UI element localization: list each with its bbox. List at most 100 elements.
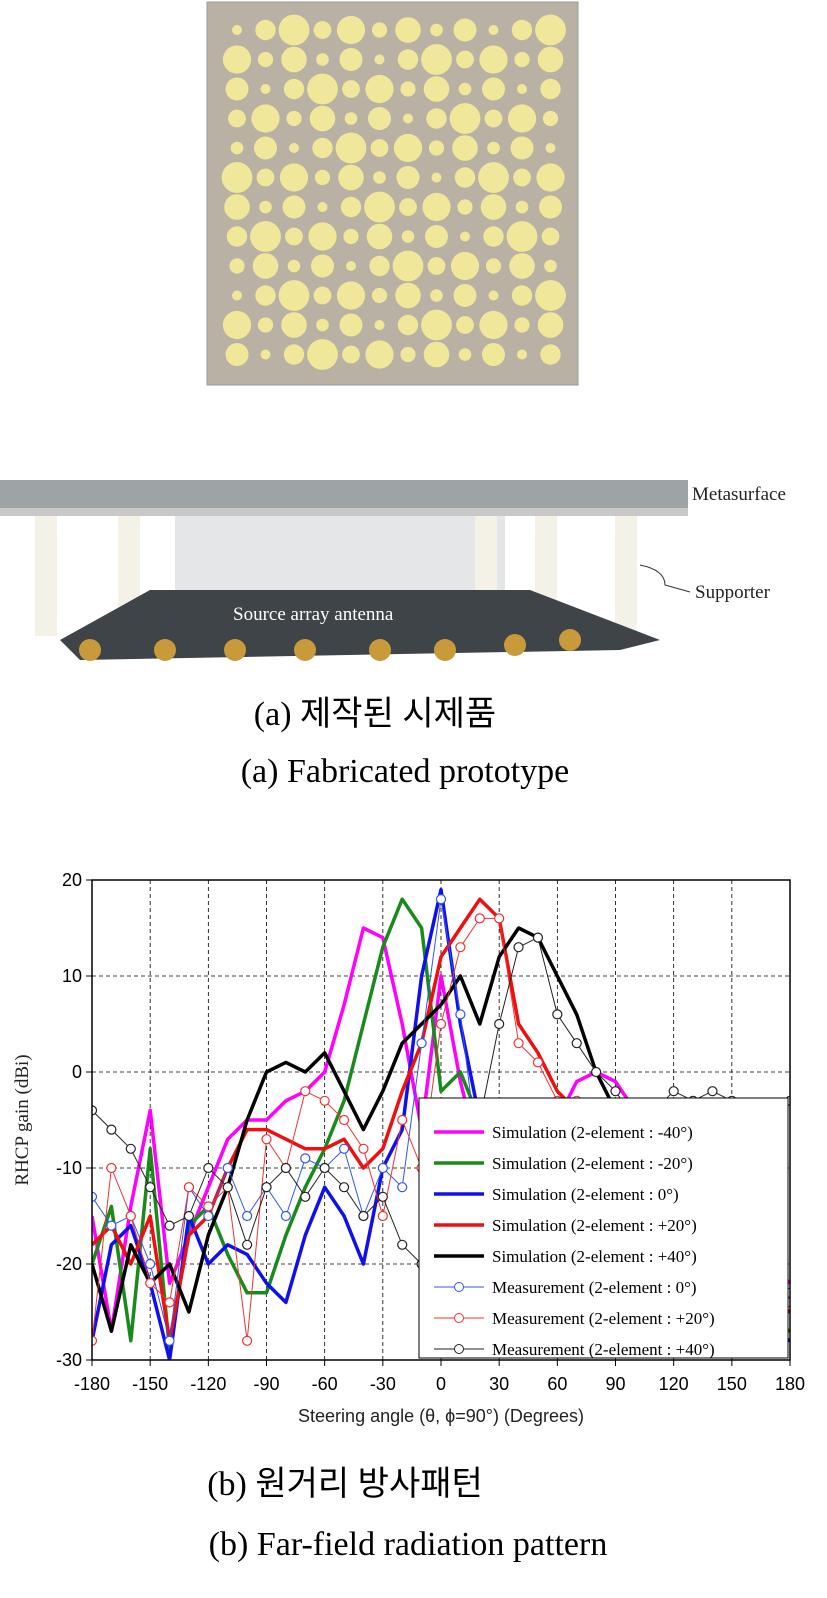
hole <box>346 261 356 271</box>
hole <box>371 22 388 38</box>
x-tick-label: -60 <box>312 1374 338 1394</box>
hole <box>457 199 473 215</box>
hole <box>255 19 276 41</box>
marker <box>397 1182 408 1193</box>
x-tick-label: -150 <box>132 1374 168 1394</box>
marker <box>319 1162 330 1174</box>
marker <box>358 1143 369 1154</box>
hole <box>456 50 474 69</box>
caption: (a) 제작된 시제품 <box>254 696 496 733</box>
hole <box>395 282 421 309</box>
hole <box>368 107 391 130</box>
hole <box>478 162 509 193</box>
hole <box>225 77 249 101</box>
hole <box>224 194 250 220</box>
marker <box>494 913 505 924</box>
hole <box>307 73 338 105</box>
marker <box>164 1220 175 1231</box>
hole <box>537 46 564 73</box>
hole <box>449 103 481 134</box>
legend-label: Simulation (2-element : 0°) <box>492 1185 679 1204</box>
x-tick-label: -180 <box>74 1374 110 1394</box>
label: Metasurface <box>692 484 786 505</box>
hole <box>259 200 272 214</box>
hole <box>392 250 424 282</box>
hole <box>342 345 360 364</box>
hole <box>251 104 280 133</box>
marker <box>203 1210 214 1222</box>
hole <box>544 259 557 273</box>
hole <box>421 309 452 341</box>
label: Supporter <box>695 582 771 603</box>
marker <box>377 1162 388 1174</box>
hole <box>507 104 537 133</box>
metasurface-photo <box>206 1 579 386</box>
hole <box>456 316 474 334</box>
marker <box>435 1018 447 1030</box>
legend-marker <box>454 1282 464 1292</box>
hole <box>312 137 333 159</box>
hole <box>517 84 527 94</box>
hole <box>278 280 310 311</box>
hole <box>426 108 447 129</box>
hole <box>482 77 505 101</box>
hole <box>314 169 331 186</box>
hole <box>397 314 419 336</box>
hole <box>396 166 420 189</box>
marker <box>164 1335 175 1346</box>
caption: (b) Far-field radiation pattern <box>209 1526 608 1563</box>
hole <box>536 163 565 192</box>
y-tick-label: 0 <box>72 1062 82 1082</box>
y-tick-label: -20 <box>56 1254 82 1274</box>
legend-label: Measurement (2-element : +40°) <box>492 1340 715 1359</box>
marker <box>106 1124 117 1135</box>
hole <box>340 196 362 218</box>
marker <box>455 942 466 953</box>
hole <box>452 135 478 161</box>
hole <box>222 310 252 340</box>
slab-edge <box>0 508 688 516</box>
hole <box>260 349 271 360</box>
hole <box>256 168 275 187</box>
hole <box>397 49 419 70</box>
hole <box>453 284 477 307</box>
hole <box>364 191 395 223</box>
legend-marker <box>454 1344 464 1354</box>
marker <box>319 1095 330 1106</box>
hole <box>509 253 535 279</box>
legend-label: Simulation (2-element : -40°) <box>492 1123 693 1142</box>
hole <box>289 143 299 153</box>
hole <box>400 346 416 363</box>
marker <box>552 1009 563 1020</box>
marker <box>416 1038 427 1049</box>
hole <box>313 286 332 305</box>
marker <box>203 1201 214 1212</box>
marker <box>532 1057 544 1068</box>
marker <box>513 1038 524 1049</box>
hole <box>511 19 533 41</box>
side-photo: Metasurface Supporter Source array anten… <box>0 480 786 661</box>
legend-label: Measurement (2-element : 0°) <box>492 1278 697 1297</box>
hole <box>316 53 329 66</box>
hole <box>335 132 367 164</box>
marker <box>261 1182 272 1193</box>
hole <box>232 25 242 35</box>
hole <box>255 285 276 306</box>
hole <box>311 254 334 278</box>
hole <box>488 25 499 35</box>
legend-label: Simulation (2-element : -20°) <box>492 1154 693 1173</box>
x-tick-label: 180 <box>775 1374 805 1394</box>
hole <box>222 45 252 74</box>
y-tick-label: -30 <box>56 1350 82 1370</box>
marker <box>474 913 485 924</box>
hole <box>540 78 561 100</box>
hole <box>250 221 281 252</box>
marker <box>183 1182 195 1193</box>
marker <box>513 942 524 953</box>
x-tick-label: 120 <box>659 1374 689 1394</box>
hole <box>454 167 476 188</box>
hole <box>308 222 337 251</box>
marker <box>106 1220 117 1231</box>
marker <box>280 1210 291 1222</box>
